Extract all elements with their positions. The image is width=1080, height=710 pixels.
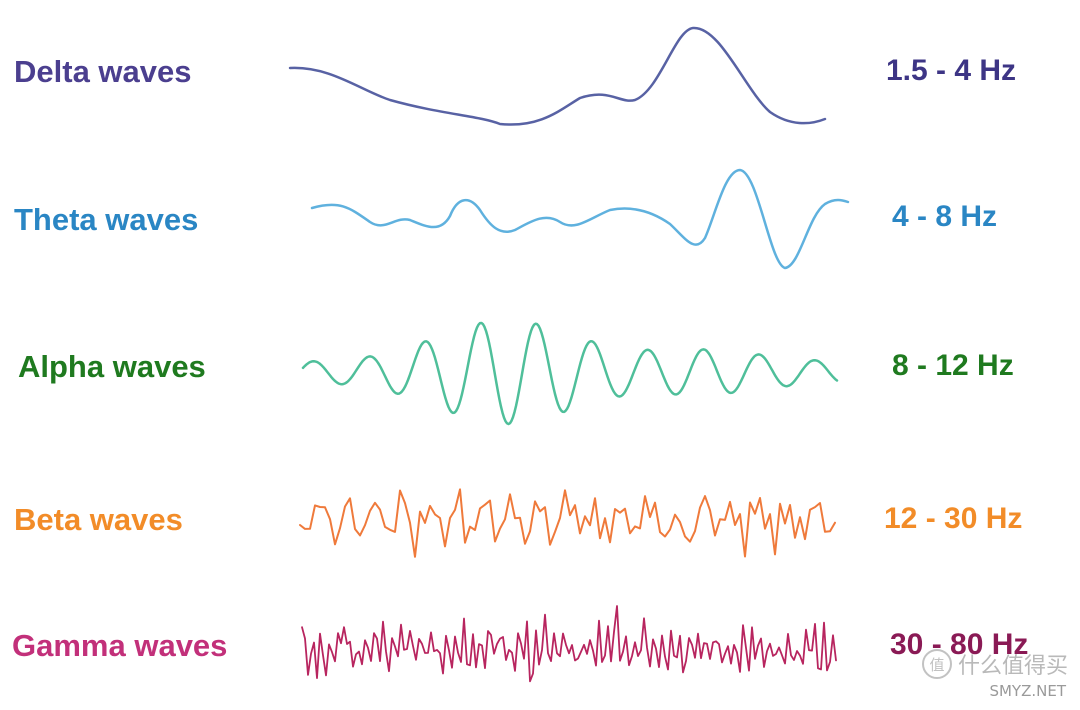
alpha-frequency: 8 - 12 Hz: [892, 349, 1014, 382]
alpha-trace: [301, 321, 839, 426]
delta-row: Delta waves 1.5 - 4 Hz: [0, 0, 1080, 140]
alpha-label: Alpha waves: [18, 349, 206, 384]
theta-label: Theta waves: [14, 202, 199, 237]
gamma-label: Gamma waves: [12, 628, 228, 663]
delta-wave: [288, 26, 827, 126]
gamma-frequency: 30 - 80 Hz: [890, 628, 1029, 661]
gamma-row: Gamma waves 30 - 80 Hz: [0, 570, 1080, 710]
watermark: 值 什么值得买: [921, 648, 1068, 680]
theta-trace: [310, 168, 850, 270]
delta-label: Delta waves: [14, 54, 192, 89]
beta-label: Beta waves: [14, 502, 183, 537]
smzdm-logo-icon: 值: [921, 649, 952, 679]
theta-row: Theta waves 4 - 8 Hz: [0, 146, 1080, 286]
beta-trace: [299, 488, 836, 558]
theta-wave: [310, 168, 850, 270]
delta-frequency: 1.5 - 4 Hz: [886, 54, 1017, 87]
alpha-wave: [301, 321, 839, 426]
beta-row: Beta waves 12 - 30 Hz: [0, 448, 1080, 588]
watermark-text: 什么值得买: [957, 654, 1068, 679]
gamma-wave: [301, 605, 837, 683]
beta-wave: [299, 488, 836, 558]
alpha-row: Alpha waves 8 - 12 Hz: [0, 292, 1080, 432]
beta-frequency: 12 - 30 Hz: [884, 502, 1023, 535]
watermark-site: SMYZ.NET: [989, 682, 1066, 700]
gamma-trace: [301, 605, 837, 683]
delta-trace: [288, 26, 827, 126]
theta-frequency: 4 - 8 Hz: [892, 200, 998, 233]
